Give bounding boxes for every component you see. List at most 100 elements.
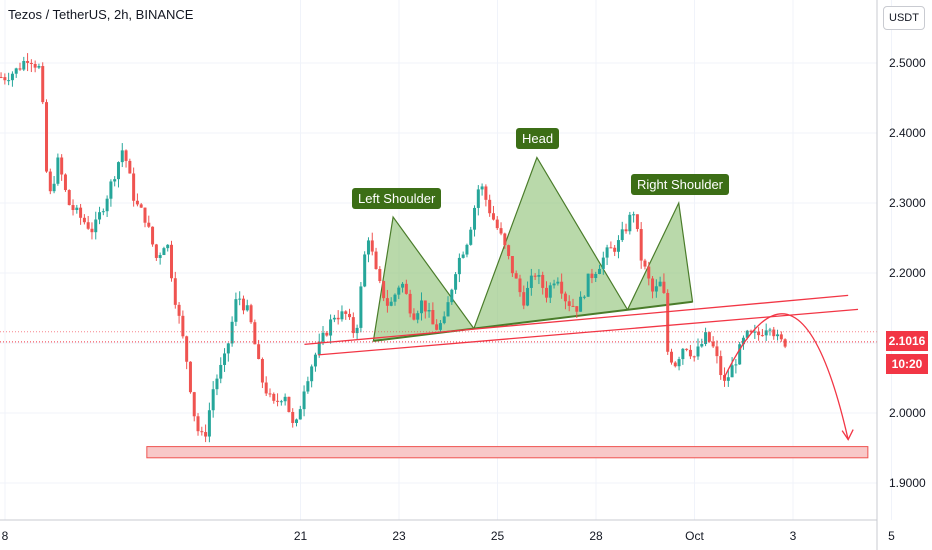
candle-body [431, 310, 435, 325]
neckline [373, 300, 693, 342]
candle-body [552, 283, 556, 286]
candle-body [154, 244, 158, 258]
candle-body [336, 317, 340, 320]
candle-body [454, 274, 458, 290]
candle-body [264, 382, 268, 394]
candle-body [526, 287, 530, 306]
candle-body [3, 77, 7, 81]
candle-body [378, 269, 382, 282]
candle-body [192, 392, 196, 417]
candle-body [450, 289, 454, 303]
currency-button[interactable]: USDT [883, 6, 925, 30]
candle-body [128, 160, 132, 174]
candle-body [408, 293, 412, 314]
candle-body [404, 283, 408, 294]
candle-body [613, 247, 617, 252]
candle-body [541, 274, 545, 288]
candle-body [226, 343, 230, 354]
candle-body [423, 300, 427, 312]
candle-body [132, 173, 136, 201]
candle-body [461, 254, 465, 258]
candle-body [745, 330, 749, 338]
candle-body [639, 229, 643, 261]
candle-body [166, 244, 170, 249]
candle-body [170, 244, 174, 279]
candle-body [124, 150, 128, 161]
bar-countdown: 10:20 [886, 354, 928, 374]
candle-body [332, 317, 336, 320]
candle-body [370, 240, 374, 252]
y-tick-label: 2.4000 [889, 126, 926, 140]
candle-body [298, 409, 302, 420]
candle-body [605, 247, 609, 258]
candle-body [241, 298, 245, 311]
candle-body [75, 207, 79, 211]
candle-body [522, 292, 526, 306]
candle-body [704, 332, 708, 345]
candle-body [548, 285, 552, 298]
projection-arrowhead [841, 429, 854, 441]
candle-body [590, 273, 594, 279]
candle-body [41, 66, 45, 103]
candle-body [446, 302, 450, 317]
candle-body [287, 396, 291, 412]
candle-body [0, 77, 3, 78]
candle-body [397, 287, 401, 295]
candle-body [211, 389, 215, 411]
candle-body [491, 213, 495, 220]
x-tick-label: Oct [685, 529, 704, 543]
candle-body [177, 304, 181, 316]
candle-body [348, 313, 352, 318]
candle-body [291, 411, 295, 423]
candle-body [393, 294, 397, 302]
x-tick-label: 5 [888, 529, 895, 543]
candle-body [18, 68, 22, 70]
candle-body [442, 316, 446, 324]
candle-body [374, 251, 378, 270]
candle-body [366, 240, 370, 255]
candle-body [507, 245, 511, 257]
candle-body [556, 281, 560, 284]
candle-body [135, 200, 139, 205]
candle-body [783, 339, 787, 347]
y-tick-label: 2.3000 [889, 196, 926, 210]
candle-body [666, 292, 670, 352]
candle-body [719, 356, 723, 376]
candle-body [757, 331, 761, 336]
candle-body [586, 273, 590, 297]
candle-body [219, 364, 223, 379]
candle-body [503, 233, 507, 246]
candle-body [67, 190, 71, 206]
candle-body [151, 226, 155, 245]
candle-body [488, 199, 492, 214]
support-zone-rect [146, 446, 869, 459]
candle-body [779, 334, 783, 340]
candle-body [510, 256, 514, 274]
candle-body [98, 212, 102, 220]
candle-body [677, 359, 681, 367]
candle-body [295, 419, 299, 423]
candle-body [82, 217, 86, 223]
candle-body [52, 183, 56, 192]
candle-body [401, 283, 405, 288]
candle-body [109, 181, 113, 199]
candle-body [7, 80, 11, 82]
candle-body [29, 62, 33, 65]
candle-body [594, 273, 598, 279]
candle-body [438, 323, 442, 330]
candle-body [63, 174, 67, 191]
candle-body [200, 431, 204, 433]
candle-body [514, 273, 518, 279]
candle-body [635, 214, 639, 230]
candle-body [245, 305, 249, 311]
candle-body [188, 361, 192, 393]
candle-body [643, 260, 647, 267]
candle-body [257, 344, 261, 360]
candle-body [158, 255, 162, 258]
candle-body [499, 228, 503, 234]
candle-body [416, 313, 420, 320]
candle-body [302, 391, 306, 410]
candle-body [120, 150, 124, 163]
